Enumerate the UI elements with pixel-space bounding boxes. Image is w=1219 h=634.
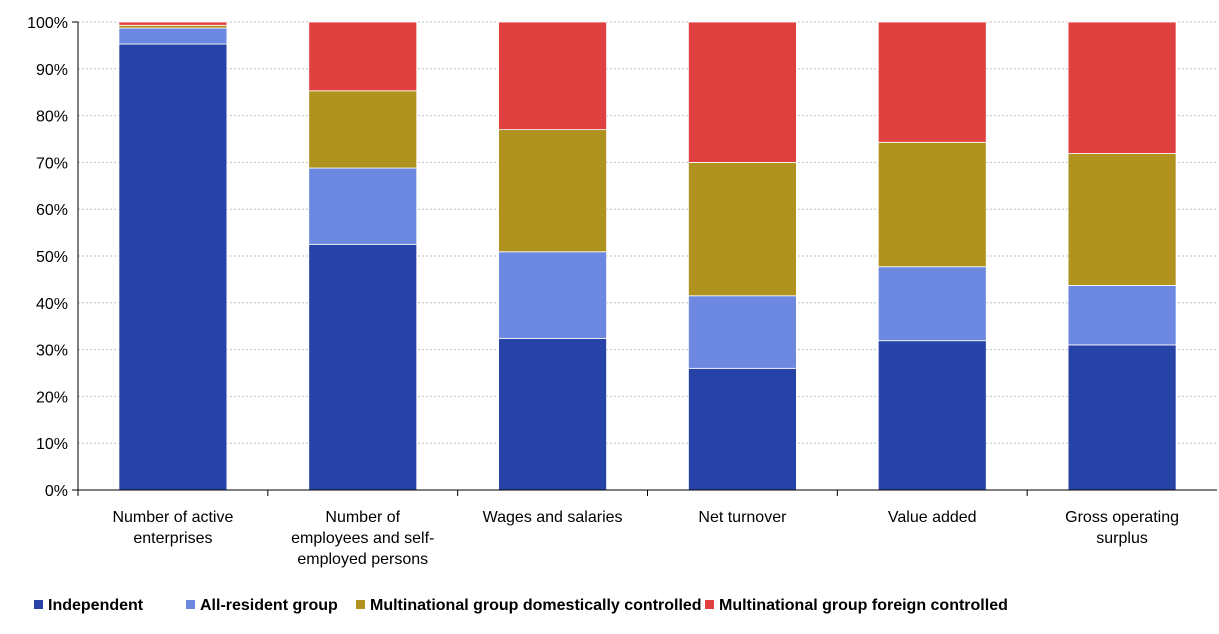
bar-segment xyxy=(308,243,418,491)
bar-segment xyxy=(118,27,228,45)
bar-segment xyxy=(118,43,228,491)
bar-segment xyxy=(688,295,797,369)
x-axis-tick-labels: Number of active enterprises Number of empl… xyxy=(112,509,1179,568)
bar-segment xyxy=(688,21,797,163)
bar-segment xyxy=(877,141,987,268)
x-tick-label: Gross operating surplus xyxy=(1065,509,1179,547)
y-tick-label: 80% xyxy=(36,109,68,126)
bar-segment xyxy=(1067,153,1177,286)
y-tick-label: 60% xyxy=(36,202,68,219)
bar-segment xyxy=(1067,344,1177,491)
bars xyxy=(118,21,1177,491)
y-tick-label: 20% xyxy=(36,389,68,406)
y-tick-label: 70% xyxy=(36,155,68,172)
bar-segment xyxy=(877,340,987,491)
bar-segment xyxy=(308,21,418,92)
axes xyxy=(72,21,1217,496)
bar-segment xyxy=(498,21,607,131)
legend-swatch xyxy=(705,600,714,609)
bar-segment xyxy=(1067,21,1177,154)
y-tick-label: 40% xyxy=(36,296,68,313)
y-tick-label: 10% xyxy=(36,436,68,453)
y-tick-label: 30% xyxy=(36,343,68,360)
bar-segment xyxy=(688,367,797,491)
bar-segment xyxy=(688,161,797,297)
legend-label: Multinational group foreign controlled xyxy=(719,597,1008,614)
bar-segment xyxy=(308,167,418,245)
y-tick-label: 90% xyxy=(36,62,68,79)
legend: Independent All-resident group Multination… xyxy=(34,597,1008,614)
y-tick-label: 50% xyxy=(36,249,68,266)
x-tick-label: Number of active enterprises xyxy=(112,509,233,547)
legend-label: Multinational group domestically control… xyxy=(370,597,702,614)
y-axis-tick-labels: 0% 10% 20% 30% 40% 50% 60% 70% 80% 90% 100% xyxy=(27,15,68,500)
x-tick-label: Net turnover xyxy=(698,509,787,526)
bar-segment xyxy=(118,21,228,26)
y-tick-label: 0% xyxy=(45,483,68,500)
bar-segment xyxy=(877,21,987,143)
gridlines xyxy=(78,21,1217,444)
bar-segment xyxy=(877,266,987,342)
bar-segment xyxy=(498,337,607,491)
x-tick-label: Wages and salaries xyxy=(483,509,623,526)
legend-swatch xyxy=(356,600,365,609)
legend-swatch xyxy=(186,600,195,609)
bar-segment xyxy=(308,90,418,169)
x-tick-label: Value added xyxy=(888,509,977,526)
y-tick-label: 100% xyxy=(27,15,68,32)
bar-segment xyxy=(498,251,607,339)
x-tick-label: Number of employees and self-employed per… xyxy=(291,509,434,568)
legend-label: All-resident group xyxy=(200,597,338,614)
legend-swatch xyxy=(34,600,43,609)
bar-segment xyxy=(118,24,228,29)
bar-segment xyxy=(1067,285,1177,346)
bar-segment xyxy=(498,129,607,253)
legend-label: Independent xyxy=(48,597,144,614)
